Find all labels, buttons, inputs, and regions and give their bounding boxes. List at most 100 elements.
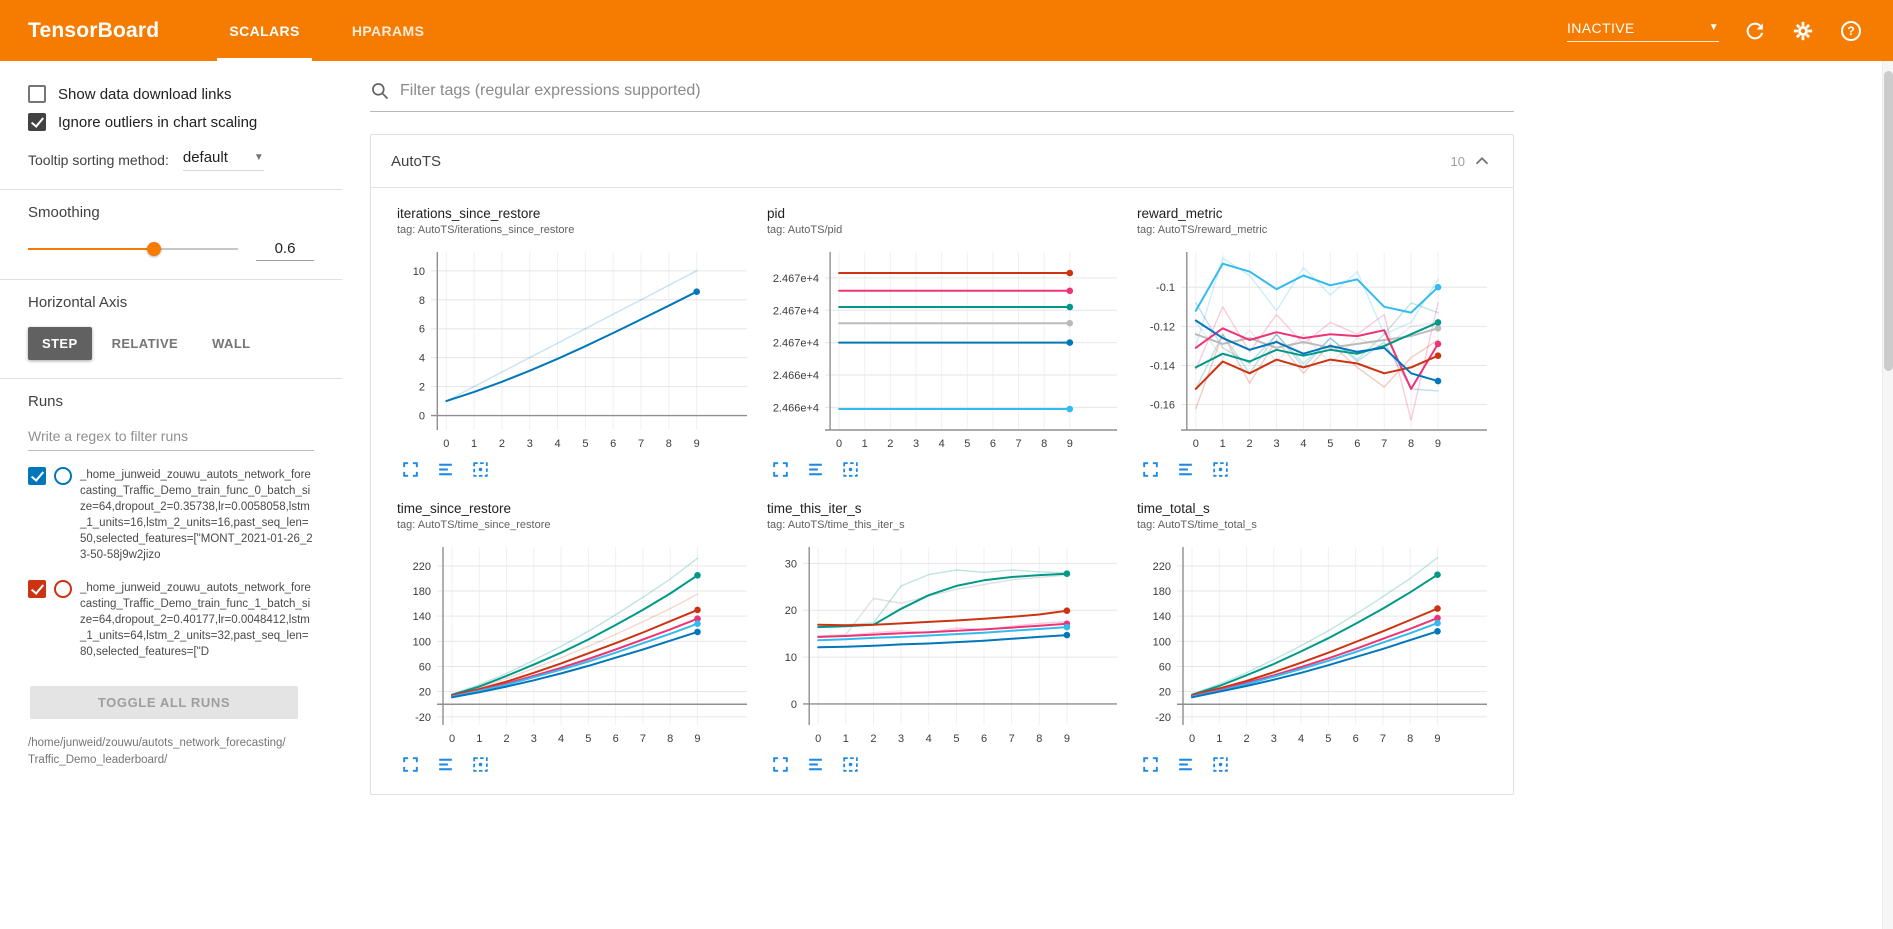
smoothing-label: Smoothing [28, 204, 100, 221]
svg-text:5: 5 [953, 733, 959, 745]
inactive-dashboards-value: INACTIVE [1567, 19, 1635, 36]
svg-text:8: 8 [1407, 733, 1413, 745]
data-table-icon[interactable] [1176, 755, 1195, 774]
axis-relative-button[interactable]: RELATIVE [111, 336, 179, 351]
fit-domain-icon[interactable] [1211, 460, 1230, 479]
svg-text:0: 0 [791, 699, 797, 711]
general-settings-section: Show data download links Ignore outliers… [0, 61, 342, 190]
svg-text:7: 7 [640, 733, 646, 745]
vertical-scrollbar[interactable] [1882, 61, 1893, 929]
card-chart-count: 10 [1450, 153, 1465, 169]
svg-text:9: 9 [1067, 438, 1073, 450]
smoothing-value-input[interactable] [256, 237, 314, 261]
svg-text:-20: -20 [1155, 712, 1171, 724]
run-checkbox[interactable] [28, 579, 46, 598]
fit-domain-icon[interactable] [471, 460, 490, 479]
scrollbar-thumb[interactable] [1884, 71, 1893, 371]
chevron-down-icon: ▼ [253, 152, 264, 163]
data-table-icon[interactable] [1176, 460, 1195, 479]
chart-actions [401, 755, 749, 774]
smoothing-slider-fill [28, 248, 154, 250]
svg-text:7: 7 [1381, 438, 1387, 450]
fit-domain-icon[interactable] [471, 755, 490, 774]
svg-text:7: 7 [1009, 733, 1015, 745]
refresh-icon[interactable] [1743, 19, 1767, 43]
expand-chart-icon[interactable] [401, 460, 420, 479]
autots-card: AutoTS 10 iterations_since_restore tag: … [370, 134, 1514, 795]
chart-plot[interactable]: 0 2 4 6 8 10 0 1 2 3 4 5 6 7 8 9 [397, 244, 749, 454]
svg-text:3: 3 [527, 438, 533, 450]
show-download-checkbox[interactable] [28, 85, 46, 103]
chart-plot[interactable]: 2.467e+4 2.467e+4 2.467e+4 2.466e+4 2.466e+4… [767, 244, 1119, 454]
run-radio[interactable] [54, 467, 72, 485]
svg-text:2.466e+4: 2.466e+4 [773, 402, 819, 414]
svg-text:5: 5 [585, 733, 591, 745]
svg-text:7: 7 [1380, 733, 1386, 745]
axis-step-button[interactable]: STEP [28, 327, 92, 360]
svg-text:1: 1 [843, 733, 849, 745]
tooltip-sorting-select[interactable]: default ▼ [182, 149, 264, 171]
chart-card: pid tag: AutoTS/pid 2.467e+4 2.467e+4 2.46… [767, 206, 1119, 479]
svg-text:3: 3 [1271, 733, 1277, 745]
tab-scalars[interactable]: SCALARS [203, 0, 325, 61]
svg-text:8: 8 [419, 295, 425, 307]
ignore-outliers-checkbox[interactable] [28, 113, 46, 131]
ignore-outliers-label: Ignore outliers in chart scaling [58, 113, 258, 131]
expand-chart-icon[interactable] [401, 755, 420, 774]
axis-wall-button[interactable]: WALL [212, 336, 251, 351]
data-table-icon[interactable] [436, 460, 455, 479]
svg-text:2.467e+4: 2.467e+4 [773, 338, 819, 350]
data-table-icon[interactable] [806, 460, 825, 479]
run-item: _home_junweid_zouwu_autots_network_forec… [28, 467, 314, 564]
autots-card-header[interactable]: AutoTS 10 [371, 135, 1513, 188]
svg-text:1: 1 [1220, 438, 1226, 450]
tag-filter-input[interactable] [400, 82, 1514, 100]
svg-text:6: 6 [419, 324, 425, 336]
chart-actions [1141, 755, 1489, 774]
expand-chart-icon[interactable] [1141, 755, 1160, 774]
svg-text:9: 9 [1435, 438, 1441, 450]
svg-text:3: 3 [531, 733, 537, 745]
toggle-all-runs-button[interactable]: TOGGLE ALL RUNS [30, 686, 298, 720]
chart-card: reward_metric tag: AutoTS/reward_metric … [1137, 206, 1489, 479]
chevron-up-icon[interactable] [1471, 150, 1493, 172]
svg-text:0: 0 [443, 438, 449, 450]
expand-chart-icon[interactable] [1141, 460, 1160, 479]
svg-text:4: 4 [1298, 733, 1304, 745]
search-icon [370, 81, 390, 101]
chart-plot[interactable]: -20 20 60 100 140 180 220 0 1 2 3 4 5 6 7 8 9 [397, 539, 749, 749]
svg-text:6: 6 [1354, 438, 1360, 450]
fit-domain-icon[interactable] [1211, 755, 1230, 774]
settings-gear-icon[interactable] [1791, 19, 1815, 43]
expand-chart-icon[interactable] [771, 755, 790, 774]
expand-chart-icon[interactable] [771, 460, 790, 479]
svg-text:2: 2 [503, 733, 509, 745]
run-radio[interactable] [54, 579, 72, 598]
run-checkbox[interactable] [28, 467, 46, 485]
svg-text:2: 2 [1243, 733, 1249, 745]
chart-card: iterations_since_restore tag: AutoTS/ite… [397, 206, 749, 479]
smoothing-slider[interactable] [28, 241, 238, 257]
settings-sidebar: Show data download links Ignore outliers… [0, 61, 342, 929]
chart-actions [771, 460, 1119, 479]
help-icon[interactable]: ? [1839, 19, 1863, 43]
tab-hparams[interactable]: HPARAMS [351, 22, 425, 39]
data-table-icon[interactable] [436, 755, 455, 774]
svg-text:1: 1 [862, 438, 868, 450]
chart-plot[interactable]: -20 20 60 100 140 180 220 0 1 2 3 4 5 6 7 8 9 [1137, 539, 1489, 749]
svg-text:6: 6 [1353, 733, 1359, 745]
svg-text:9: 9 [694, 733, 700, 745]
chart-plot[interactable]: -0.1 -0.12 -0.14 -0.16 0 1 2 3 4 5 6 7 8 9 [1137, 244, 1489, 454]
chart-tag: tag: AutoTS/time_since_restore [397, 519, 551, 531]
inactive-dashboards-select[interactable]: INACTIVE ▼ [1567, 20, 1719, 42]
runs-filter-input[interactable] [28, 422, 314, 451]
app-title: TensorBoard [28, 18, 160, 42]
fit-domain-icon[interactable] [841, 460, 860, 479]
log-directory-path: /home/junweid/zouwu/autots_network_forec… [28, 737, 286, 767]
svg-text:3: 3 [1273, 438, 1279, 450]
chart-title: pid [767, 206, 786, 221]
fit-domain-icon[interactable] [841, 755, 860, 774]
data-table-icon[interactable] [806, 755, 825, 774]
chart-plot[interactable]: 0 10 20 30 0 1 2 3 4 5 6 7 8 9 [767, 539, 1119, 749]
smoothing-slider-thumb[interactable] [147, 242, 161, 256]
